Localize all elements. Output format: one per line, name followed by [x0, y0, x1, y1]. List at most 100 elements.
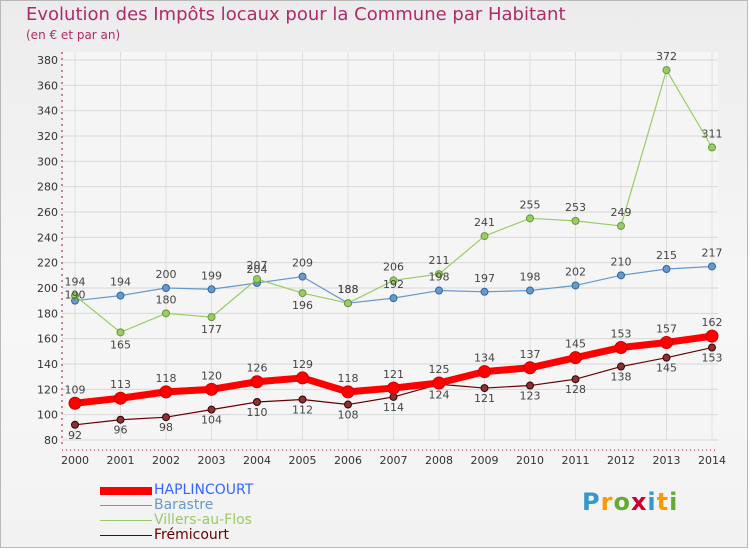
data-point-villers-au-flos [617, 221, 625, 230]
data-point-haplincourt [159, 385, 173, 399]
x-tick-label: 2014 [698, 454, 726, 467]
data-point-barastre [207, 285, 216, 294]
data-label-fr-micourt: 145 [656, 362, 677, 375]
data-label-barastre: 192 [383, 278, 404, 291]
legend-label-fr-micourt: Frémicourt [154, 527, 230, 543]
legend-item-barastre: Barastre [100, 498, 253, 513]
data-point-villers-au-flos [207, 313, 216, 322]
data-label-barastre: 198 [520, 271, 541, 284]
plot-area [62, 52, 718, 440]
data-label-barastre: 202 [565, 265, 586, 278]
x-tick-label: 2007 [380, 454, 408, 467]
x-tick-label: 2004 [243, 454, 271, 467]
data-point-haplincourt [387, 381, 400, 395]
data-label-fr-micourt: 153 [702, 352, 723, 365]
y-tick-label: 80 [44, 434, 58, 447]
data-point-fr-micourt [571, 375, 580, 384]
chart-title: Evolution des Impôts locaux pour la Comm… [26, 4, 566, 25]
data-label-villers-au-flos: 372 [656, 50, 677, 63]
data-point-fr-micourt [207, 405, 216, 414]
data-point-haplincourt [114, 391, 127, 405]
data-point-fr-micourt [662, 353, 671, 362]
data-label-fr-micourt: 108 [338, 409, 359, 422]
x-tick-label: 2002 [152, 454, 180, 467]
data-label-villers-au-flos: 207 [247, 259, 268, 272]
x-tick-label: 2000 [61, 454, 89, 467]
data-point-barastre [162, 284, 170, 292]
data-label-fr-micourt: 128 [565, 383, 586, 396]
data-label-fr-micourt: 121 [474, 392, 495, 405]
data-point-haplincourt [341, 385, 355, 399]
logo-letter: P [582, 488, 601, 516]
data-point-villers-au-flos [526, 214, 534, 223]
data-point-fr-micourt [617, 362, 625, 371]
data-label-haplincourt: 126 [247, 362, 268, 375]
y-tick-label: 200 [37, 282, 58, 295]
data-point-haplincourt [432, 376, 446, 390]
data-point-fr-micourt [116, 415, 125, 424]
data-point-barastre [708, 262, 716, 271]
data-label-haplincourt: 134 [474, 352, 495, 365]
data-label-fr-micourt: 104 [201, 414, 222, 427]
data-label-haplincourt: 137 [520, 348, 541, 361]
data-point-fr-micourt [253, 398, 261, 406]
data-point-barastre [116, 291, 125, 300]
x-tick-label: 2003 [198, 454, 226, 467]
data-label-haplincourt: 145 [565, 338, 586, 351]
data-point-haplincourt [705, 329, 719, 343]
data-label-haplincourt: 120 [201, 369, 222, 382]
data-point-villers-au-flos [708, 143, 716, 152]
x-tick-label: 2005 [289, 454, 317, 467]
data-label-barastre: 215 [656, 249, 677, 262]
legend-swatch-fr-micourt [100, 534, 152, 537]
logo-letter: x [630, 488, 648, 516]
data-label-barastre: 188 [338, 283, 359, 296]
data-point-villers-au-flos [662, 66, 671, 75]
data-label-barastre: 199 [201, 269, 222, 282]
data-point-haplincourt [478, 365, 491, 379]
data-label-barastre: 210 [611, 255, 632, 268]
legend-label-haplincourt: HAPLINCOURT [154, 482, 254, 498]
data-label-villers-au-flos: 253 [565, 201, 586, 214]
data-point-barastre [526, 286, 534, 295]
y-tick-label: 320 [37, 130, 58, 143]
data-point-fr-micourt [298, 395, 307, 404]
data-point-villers-au-flos [71, 291, 79, 300]
x-tick-label: 2012 [607, 454, 635, 467]
x-tick-label: 2001 [107, 454, 135, 467]
data-label-barastre: 197 [474, 272, 495, 285]
y-tick-label: 380 [37, 54, 58, 67]
data-label-barastre: 209 [292, 257, 313, 270]
x-tick-label: 2010 [516, 454, 544, 467]
y-tick-label: 220 [37, 257, 58, 270]
data-label-fr-micourt: 96 [114, 424, 128, 437]
data-point-haplincourt [660, 335, 673, 349]
data-point-villers-au-flos [480, 232, 489, 241]
data-point-haplincourt [569, 351, 582, 365]
y-tick-label: 140 [37, 358, 58, 371]
data-label-villers-au-flos: 196 [292, 299, 313, 312]
data-label-villers-au-flos: 188 [338, 283, 359, 296]
data-label-fr-micourt: 92 [68, 429, 82, 442]
data-point-fr-micourt [344, 400, 352, 409]
data-point-barastre [617, 271, 625, 280]
data-label-haplincourt: 153 [611, 328, 632, 341]
data-point-villers-au-flos [162, 309, 170, 318]
legend: HAPLINCOURT Barastre Villers-au-Flos Frémic… [100, 483, 253, 543]
data-point-villers-au-flos [389, 276, 398, 285]
data-label-haplincourt: 125 [429, 363, 450, 376]
legend-label-villers-au-flos: Villers-au-Flos [154, 512, 252, 528]
data-point-villers-au-flos [116, 328, 125, 337]
data-point-villers-au-flos [253, 275, 261, 284]
data-label-haplincourt: 157 [656, 322, 677, 335]
data-point-barastre [480, 287, 489, 296]
legend-label-barastre: Barastre [154, 497, 214, 513]
logo-letter: r [600, 488, 614, 516]
x-tick-label: 2011 [562, 454, 590, 467]
data-label-barastre: 204 [247, 263, 268, 276]
x-tick-label: 2006 [334, 454, 362, 467]
data-point-haplincourt [205, 382, 218, 396]
data-point-haplincourt [68, 396, 82, 410]
data-label-villers-au-flos: 241 [474, 216, 495, 229]
